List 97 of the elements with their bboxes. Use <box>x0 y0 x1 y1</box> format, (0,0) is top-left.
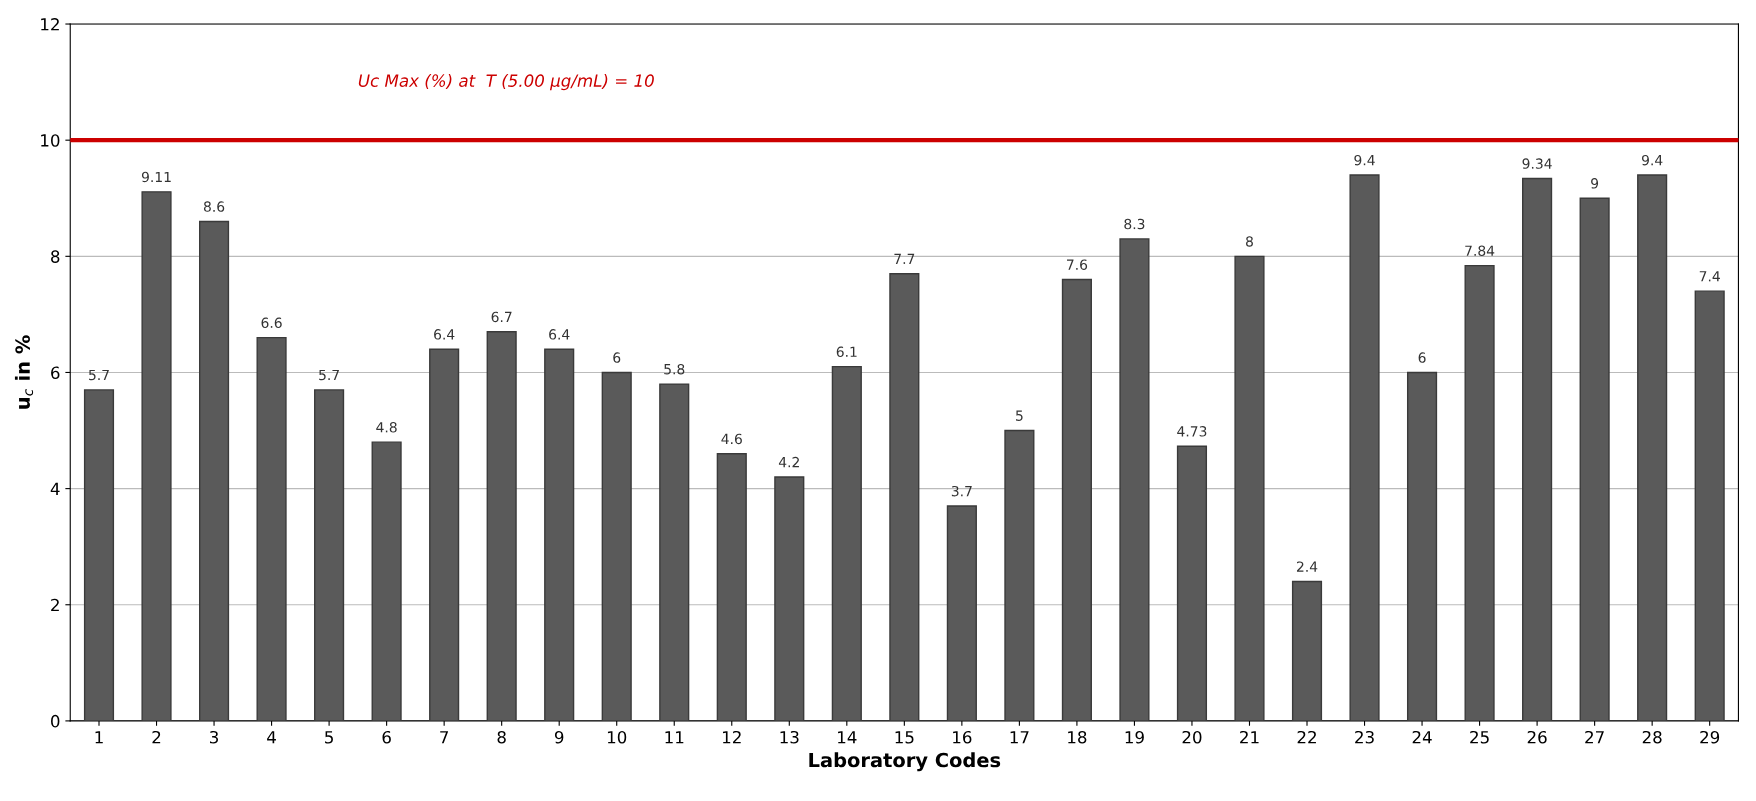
data-label: 7.6 <box>1067 259 1088 270</box>
x-tick-label: 18 <box>1068 730 1087 744</box>
bar <box>1004 429 1035 721</box>
bar <box>429 348 460 721</box>
bar <box>1522 177 1553 721</box>
bar <box>83 389 115 721</box>
x-tick-label: 3 <box>210 730 219 744</box>
bar <box>198 220 230 721</box>
x-tick-label: 2 <box>152 730 161 744</box>
bar <box>256 336 287 721</box>
y-tick-label: 10 <box>41 134 60 147</box>
bar <box>889 273 920 721</box>
data-label: 9.34 <box>1522 158 1552 169</box>
x-tick-label: 10 <box>607 730 627 744</box>
x-tick-label: 6 <box>382 730 391 744</box>
data-label: 4.6 <box>721 433 742 445</box>
x-tick-label: 4 <box>267 731 276 744</box>
data-label: 4.73 <box>1177 426 1207 437</box>
y-tick-label: 12 <box>41 17 59 31</box>
bar <box>141 191 172 721</box>
x-axis-title: Laboratory Codes <box>809 752 1001 772</box>
x-tick-label: 28 <box>1642 730 1662 744</box>
bar <box>831 365 862 721</box>
x-tick-label: 11 <box>665 731 684 744</box>
y-tick-label: 2 <box>51 598 59 612</box>
data-label: 5.8 <box>664 363 685 375</box>
x-tick-label: 23 <box>1355 730 1374 744</box>
x-tick-label: 1 <box>95 731 103 744</box>
data-label: 9 <box>1591 178 1599 189</box>
bar <box>486 331 517 721</box>
x-tick-label: 17 <box>1010 731 1029 744</box>
bar <box>946 505 977 721</box>
bar <box>1637 174 1668 721</box>
data-label: 4.2 <box>778 456 799 468</box>
x-tick-label: 12 <box>722 730 741 744</box>
data-label: 6 <box>1418 352 1426 363</box>
x-tick-label: 26 <box>1527 730 1547 744</box>
data-label: 5 <box>1016 410 1023 421</box>
data-label: 6.4 <box>549 329 570 340</box>
data-label: 9.4 <box>1641 154 1663 166</box>
y-tick-label: 4 <box>50 482 60 495</box>
data-label: 8.6 <box>203 201 225 212</box>
bar <box>1119 238 1150 721</box>
x-tick-label: 27 <box>1585 730 1604 744</box>
bar <box>1291 580 1323 721</box>
bar <box>1694 290 1725 721</box>
data-label: 7.7 <box>894 253 915 264</box>
x-tick-label: 19 <box>1125 730 1144 744</box>
data-label: 5.7 <box>89 369 109 381</box>
bar <box>1406 371 1438 721</box>
bar <box>1061 278 1092 721</box>
y-axis-title: u$_{c}$ in % <box>14 335 34 409</box>
x-tick-label: 5 <box>325 731 333 744</box>
data-label: 5.7 <box>319 369 339 381</box>
bar <box>1579 197 1610 721</box>
x-tick-label: 8 <box>497 730 506 744</box>
data-label: 6.1 <box>836 346 857 358</box>
x-tick-label: 21 <box>1240 730 1259 744</box>
data-label: 6 <box>613 352 621 363</box>
x-tick-label: 29 <box>1700 730 1720 744</box>
data-label: 6.6 <box>261 317 282 328</box>
bar <box>544 348 575 721</box>
x-tick-label: 7 <box>440 731 449 744</box>
x-tick-label: 13 <box>780 730 799 744</box>
x-tick-label: 20 <box>1182 730 1202 744</box>
x-tick-label: 14 <box>838 731 857 744</box>
bar <box>314 389 345 721</box>
bar <box>1234 255 1265 721</box>
y-tick-label: 0 <box>51 714 60 728</box>
data-label: 8 <box>1246 236 1253 247</box>
x-tick-label: 22 <box>1297 730 1316 744</box>
bar <box>659 383 690 721</box>
x-tick-label: 16 <box>953 730 972 744</box>
ref-line-label: Uc Max (%) at T (5.00 µg/mL) = 10 <box>358 74 654 91</box>
data-label: 4.8 <box>376 422 397 433</box>
data-label: 6.4 <box>434 329 455 340</box>
data-label: 9.4 <box>1354 154 1375 166</box>
data-label: 2.4 <box>1296 561 1318 572</box>
bar <box>601 371 632 721</box>
x-tick-label: 15 <box>895 731 914 744</box>
data-label: 8.3 <box>1124 218 1145 230</box>
x-tick-label: 25 <box>1470 730 1489 744</box>
data-label: 6.7 <box>491 311 512 323</box>
data-label: 7.84 <box>1465 245 1495 256</box>
y-tick-label: 8 <box>51 250 60 263</box>
bar <box>716 453 747 721</box>
data-label: 7.4 <box>1699 271 1720 282</box>
bar <box>1176 445 1208 721</box>
y-tick-label: 6 <box>51 366 60 380</box>
bar <box>371 441 402 721</box>
bar <box>774 476 805 721</box>
x-tick-label: 9 <box>554 730 564 744</box>
data-label: 3.7 <box>951 485 972 497</box>
bar <box>1349 174 1380 721</box>
x-tick-label: 24 <box>1412 730 1432 744</box>
bar <box>1464 264 1495 721</box>
data-label: 9.11 <box>141 171 171 183</box>
